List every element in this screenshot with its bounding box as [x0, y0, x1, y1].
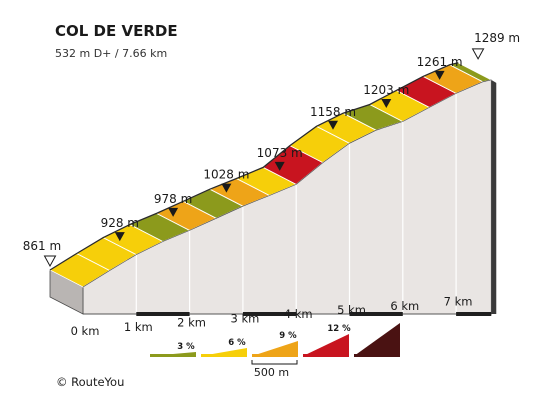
km-tick-label: 4 km — [284, 307, 313, 321]
legend-wedge — [303, 334, 349, 356]
profile-front-edge — [82, 79, 492, 288]
legend-wedge-base — [354, 354, 400, 357]
km-marker-triangle — [328, 120, 338, 130]
legend-wedge-base — [150, 354, 196, 357]
km-marker-triangle — [114, 232, 125, 242]
legend-wedge-base — [252, 354, 298, 357]
km-marker-triangle — [434, 70, 445, 80]
profile-summit-side — [491, 79, 497, 315]
km-marker-triangle — [381, 98, 392, 108]
legend-label: 12 % — [327, 324, 351, 334]
start-marker-triangle — [43, 255, 57, 268]
baseline-km-band — [136, 312, 190, 316]
chart-title: COL DE VERDE — [55, 22, 178, 40]
elevation-marker-label: 928 m — [101, 216, 139, 230]
profile-back-edge — [49, 62, 459, 271]
km-marker-triangle — [168, 207, 179, 217]
profile-front-face — [82, 79, 492, 315]
profile-layer: 0 km 1 km 2 km 3 km 4 km 5 km 6 km 7 km 861 m 928… — [23, 31, 520, 338]
legend-wedge-base — [303, 354, 349, 357]
elevation-marker-label: 1158 m — [310, 105, 356, 119]
km-tick-label: 0 km — [71, 324, 100, 338]
elevation-marker-label: 1203 m — [363, 83, 409, 97]
legend-label: 9 % — [279, 331, 297, 341]
legend-wedge — [252, 341, 298, 356]
baseline-km-band — [349, 312, 403, 316]
km-tick-label: 1 km — [124, 320, 153, 334]
elevation-marker-label: 1028 m — [203, 168, 249, 182]
elevation-marker-label: 1073 m — [257, 146, 303, 160]
scale-bracket — [251, 360, 298, 365]
elevation-marker-label: 1289 m — [474, 31, 520, 45]
legend-wedge — [354, 323, 400, 356]
legend-wedge-base — [201, 354, 247, 357]
copyright-text: © RouteYou — [56, 375, 124, 389]
km-tick-label: 2 km — [177, 316, 206, 330]
km-tick-label: 7 km — [444, 295, 473, 309]
elevation-marker-label: 861 m — [23, 239, 61, 253]
km-tick-label: 3 km — [230, 311, 259, 325]
legend-label: 6 % — [228, 338, 246, 348]
km-tick-label: 5 km — [337, 303, 366, 317]
summit-marker-triangle — [471, 48, 485, 60]
gradient-legend: 3 % 6 % 9 % 12 % 500 m — [150, 323, 400, 379]
legend-label: 3 % — [177, 342, 195, 352]
baseline-km-band — [242, 312, 297, 316]
baseline-km-band — [456, 312, 492, 316]
km-marker-triangle — [274, 161, 285, 171]
km-marker-triangle — [221, 183, 232, 193]
elevation-marker-label: 978 m — [154, 192, 192, 206]
elevation-marker-label: 1261 m — [417, 55, 463, 69]
km-tick-label: 6 km — [390, 299, 419, 313]
chart-subtitle: 532 m D+ / 7.66 km — [55, 47, 167, 60]
scale-label: 500 m — [254, 366, 289, 379]
